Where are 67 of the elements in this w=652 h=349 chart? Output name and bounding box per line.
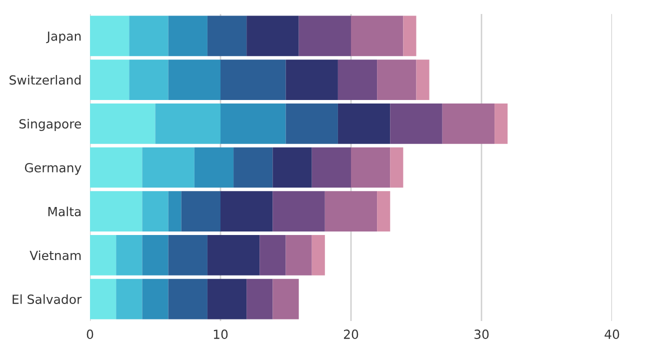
x-tick-label: 10	[214, 330, 228, 340]
bar	[390, 147, 404, 188]
bar	[142, 147, 194, 188]
y-tick-label: Vietnam	[30, 250, 81, 260]
bar	[246, 16, 299, 56]
bar	[286, 60, 338, 100]
x-tick-label: 40	[604, 330, 620, 340]
bar	[207, 278, 247, 320]
bar	[155, 103, 220, 144]
bar	[129, 16, 168, 56]
bar	[377, 60, 416, 100]
y-tick-label: Singapore	[19, 118, 81, 131]
bar	[338, 60, 378, 100]
bar	[286, 103, 338, 144]
bar	[168, 60, 220, 100]
bar	[272, 191, 325, 232]
bar	[168, 191, 182, 232]
bar	[351, 147, 390, 188]
bar	[90, 235, 116, 276]
bar	[272, 278, 299, 320]
bar	[403, 16, 416, 56]
bar	[220, 191, 273, 232]
bar	[116, 278, 142, 320]
bar	[90, 191, 142, 232]
bar	[246, 278, 273, 320]
bar	[272, 147, 312, 188]
bar	[312, 235, 325, 276]
bar	[260, 235, 286, 276]
bar	[90, 16, 130, 56]
bar	[324, 191, 378, 232]
bar	[207, 235, 260, 276]
bar	[181, 191, 220, 232]
bar	[90, 103, 156, 144]
bar	[234, 147, 273, 188]
bar	[168, 235, 208, 276]
bar	[416, 60, 430, 100]
y-tick-label: Japan	[46, 32, 81, 44]
x-tick-label: 30	[474, 330, 489, 340]
bar	[168, 278, 208, 320]
bar	[442, 103, 495, 144]
bar	[351, 16, 404, 56]
bar	[116, 235, 142, 276]
bar	[207, 16, 247, 56]
bar	[90, 147, 142, 188]
bar	[338, 103, 390, 144]
bar	[377, 191, 390, 232]
bar	[90, 60, 130, 100]
y-tick-label: Germany	[24, 162, 82, 175]
bar	[129, 60, 168, 100]
bar	[90, 278, 116, 320]
bar	[142, 191, 168, 232]
bar	[142, 278, 168, 320]
bar	[168, 16, 208, 56]
bar	[286, 235, 312, 276]
bar	[298, 16, 351, 56]
x-tick-label: 0	[86, 330, 94, 340]
bar	[220, 103, 286, 144]
y-tick-label: Malta	[48, 206, 81, 216]
bar	[142, 235, 168, 276]
x-tick-label: 20	[344, 330, 358, 340]
bar	[220, 60, 286, 100]
bar	[494, 103, 508, 144]
bar	[390, 103, 442, 144]
bar	[194, 147, 234, 188]
bar	[312, 147, 351, 188]
y-tick-label: El Salvador	[12, 294, 82, 304]
y-tick-label: Switzerland	[10, 75, 81, 85]
